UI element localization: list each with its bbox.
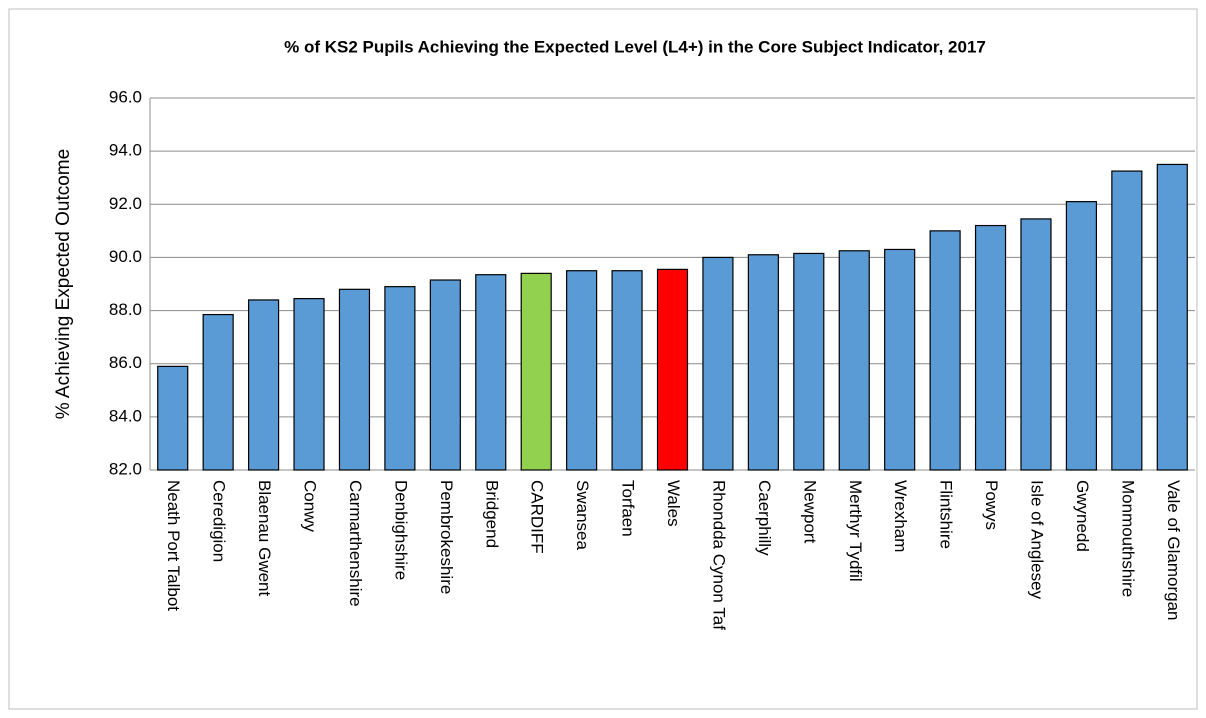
x-tick-label: Neath Port Talbot [164,480,183,611]
x-tick-label: Rhondda Cynon Taf [709,480,728,630]
x-tick-label: Denbighshire [391,480,410,580]
bar [202,313,234,471]
x-tick-label: CARDIFF [528,480,547,554]
x-tick-label: Wrexham [891,480,910,552]
y-axis-title: % Achieving Expected Outcome [53,149,74,419]
bar [702,256,734,471]
x-tick-label: Gwynedd [1073,480,1092,552]
x-tick-label: Swansea [573,480,592,550]
bar [1065,201,1098,471]
bar [293,298,325,471]
x-tick-label: Newport [800,480,819,544]
bar [475,274,507,471]
x-tick-label: Isle of Anglesey [1027,480,1046,600]
y-tick-label: 82.0 [109,459,142,478]
y-tick-label: 96.0 [109,87,142,106]
bar [429,279,461,471]
x-tick-label: Carmarthenshire [346,480,365,607]
x-tick-label: Monmouthshire [1118,480,1137,597]
bar [929,230,961,471]
bar [384,286,416,471]
bar [884,248,916,471]
y-tick-label: 92.0 [109,194,142,213]
x-tick-label: Bridgend [482,480,501,548]
bar [157,365,189,471]
bar [793,252,825,471]
x-tick-label: Ceredigion [210,480,229,562]
y-tick-label: 90.0 [109,247,142,266]
bar [1111,170,1143,471]
chart-frame [8,8,1198,710]
x-tick-label: Merthyr Tydfil [846,480,865,582]
x-tick-label: Conwy [301,480,320,532]
x-tick-label: Flintshire [937,480,956,549]
chart-title: % of KS2 Pupils Achieving the Expected L… [284,37,986,56]
y-tick-label: 86.0 [109,353,142,372]
bar [611,270,643,471]
bar [1156,163,1188,471]
y-tick-label: 94.0 [109,141,142,160]
x-tick-label: Wales [664,480,683,527]
bar [566,270,598,471]
bar [747,254,779,471]
x-tick-label: Torfaen [619,480,638,537]
bar [838,250,870,471]
bar [520,272,552,471]
x-tick-label: Powys [982,480,1001,530]
bar [338,288,371,471]
x-tick-label: Vale of Glamorgan [1164,480,1183,620]
y-tick-label: 88.0 [109,300,142,319]
bar [247,299,280,471]
y-tick-label: 84.0 [109,406,142,425]
bar [974,224,1007,471]
x-tick-label: Caerphilly [755,480,774,556]
x-tick-label: Blaenau Gwent [255,480,274,597]
x-tick-label: Pembrokeshire [437,480,456,594]
bar [656,268,689,471]
bar [1020,218,1052,471]
